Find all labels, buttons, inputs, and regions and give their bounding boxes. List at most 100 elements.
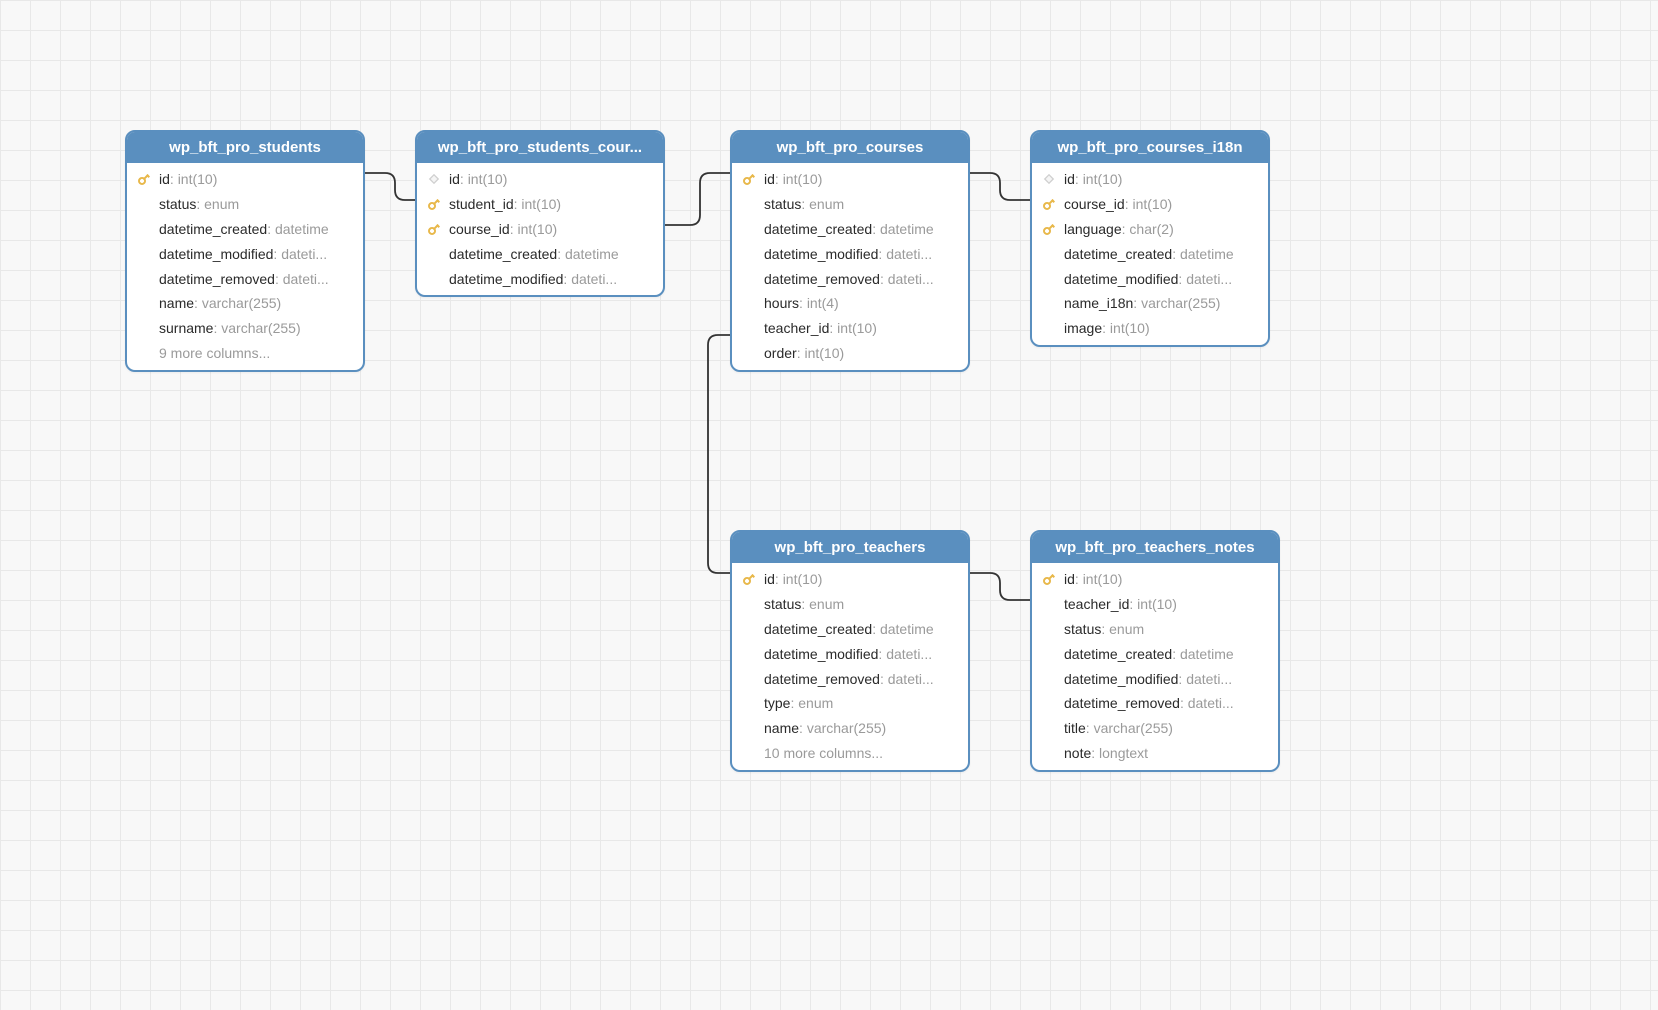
- connector-students_courses-courses: [665, 173, 730, 225]
- column-row: status: enum: [1032, 617, 1278, 642]
- separator: :: [880, 671, 888, 687]
- blank-icon: [1040, 620, 1058, 638]
- blank-icon: [135, 220, 153, 238]
- blank-icon: [740, 695, 758, 713]
- column-text: datetime_removed: dateti...: [159, 270, 329, 289]
- column-row: name_i18n: varchar(255): [1032, 291, 1268, 316]
- column-text: teacher_id: int(10): [764, 319, 877, 338]
- column-type: datetime: [565, 246, 619, 262]
- table-courses[interactable]: wp_bft_pro_coursesid: int(10)status: enu…: [730, 130, 970, 372]
- column-row: type: enum: [732, 691, 968, 716]
- column-row: student_id: int(10): [417, 192, 663, 217]
- column-name: id: [159, 171, 170, 187]
- column-text: language: char(2): [1064, 220, 1174, 239]
- column-text: surname: varchar(255): [159, 319, 301, 338]
- blank-icon: [740, 195, 758, 213]
- table-students[interactable]: wp_bft_pro_studentsid: int(10)status: en…: [125, 130, 365, 372]
- column-name: datetime_removed: [159, 271, 275, 287]
- more-columns-label: 9 more columns...: [159, 344, 270, 363]
- column-name: id: [764, 171, 775, 187]
- column-type: int(10): [1137, 596, 1177, 612]
- column-text: datetime_created: datetime: [1064, 645, 1234, 664]
- column-row: datetime_created: datetime: [732, 217, 968, 242]
- column-text: name_i18n: varchar(255): [1064, 294, 1220, 313]
- column-row: datetime_removed: dateti...: [732, 667, 968, 692]
- column-text: datetime_modified: dateti...: [449, 270, 617, 289]
- column-name: teacher_id: [1064, 596, 1129, 612]
- column-list: id: int(10)course_id: int(10)language: c…: [1032, 163, 1268, 345]
- separator: :: [1172, 646, 1180, 662]
- column-name: course_id: [449, 221, 510, 237]
- column-name: datetime_removed: [764, 271, 880, 287]
- column-text: id: int(10): [764, 570, 822, 589]
- column-row: hours: int(4): [732, 291, 968, 316]
- blank-icon: [1040, 595, 1058, 613]
- pk-icon: [425, 220, 443, 238]
- column-text: datetime_created: datetime: [449, 245, 619, 264]
- separator: :: [196, 196, 204, 212]
- column-name: datetime_created: [764, 221, 872, 237]
- blank-icon: [1040, 720, 1058, 738]
- column-type: longtext: [1099, 745, 1148, 761]
- column-row: course_id: int(10): [1032, 192, 1268, 217]
- column-type: int(10): [1132, 196, 1172, 212]
- column-type: dateti...: [571, 271, 617, 287]
- separator: :: [829, 320, 837, 336]
- separator: :: [1172, 246, 1180, 262]
- table-courses_i18n[interactable]: wp_bft_pro_courses_i18nid: int(10)course…: [1030, 130, 1270, 347]
- table-teachers[interactable]: wp_bft_pro_teachersid: int(10)status: en…: [730, 530, 970, 772]
- column-text: datetime_modified: dateti...: [159, 245, 327, 264]
- separator: :: [1180, 695, 1188, 711]
- column-name: status: [159, 196, 196, 212]
- separator: :: [801, 596, 809, 612]
- column-row: course_id: int(10): [417, 217, 663, 242]
- separator: :: [799, 295, 807, 311]
- column-type: varchar(255): [807, 720, 886, 736]
- column-type: int(4): [807, 295, 839, 311]
- column-text: id: int(10): [1064, 570, 1122, 589]
- separator: :: [799, 720, 807, 736]
- column-row: id: int(10): [732, 567, 968, 592]
- table-teachers_notes[interactable]: wp_bft_pro_teachers_notesid: int(10)teac…: [1030, 530, 1280, 772]
- blank-icon: [1040, 320, 1058, 338]
- separator: :: [801, 196, 809, 212]
- column-type: dateti...: [1188, 695, 1234, 711]
- column-row: image: int(10): [1032, 316, 1268, 341]
- column-name: datetime_created: [449, 246, 557, 262]
- blank-icon: [740, 745, 758, 763]
- column-type: datetime: [1180, 246, 1234, 262]
- column-name: course_id: [1064, 196, 1125, 212]
- blank-icon: [740, 295, 758, 313]
- column-text: datetime_created: datetime: [1064, 245, 1234, 264]
- blank-icon: [135, 270, 153, 288]
- column-type: dateti...: [886, 646, 932, 662]
- table-students_courses[interactable]: wp_bft_pro_students_cour...id: int(10)st…: [415, 130, 665, 297]
- column-name: id: [449, 171, 460, 187]
- blank-icon: [1040, 745, 1058, 763]
- column-name: type: [764, 695, 790, 711]
- column-text: datetime_modified: dateti...: [764, 645, 932, 664]
- column-name: datetime_removed: [1064, 695, 1180, 711]
- column-list: id: int(10)status: enumdatetime_created:…: [732, 163, 968, 370]
- column-text: datetime_created: datetime: [764, 220, 934, 239]
- column-row: datetime_created: datetime: [1032, 642, 1278, 667]
- column-type: enum: [798, 695, 833, 711]
- column-name: hours: [764, 295, 799, 311]
- column-row: datetime_created: datetime: [1032, 242, 1268, 267]
- column-text: status: enum: [764, 195, 844, 214]
- blank-icon: [1040, 245, 1058, 263]
- diamond-icon: [425, 170, 443, 188]
- column-text: teacher_id: int(10): [1064, 595, 1177, 614]
- connector-teachers-teachers_notes: [970, 573, 1030, 600]
- column-text: image: int(10): [1064, 319, 1150, 338]
- column-type: enum: [809, 196, 844, 212]
- separator: :: [1091, 745, 1099, 761]
- column-row: datetime_modified: dateti...: [1032, 667, 1278, 692]
- pk-icon: [1040, 570, 1058, 588]
- column-text: course_id: int(10): [1064, 195, 1172, 214]
- column-row: surname: varchar(255): [127, 316, 363, 341]
- column-row: datetime_modified: dateti...: [732, 242, 968, 267]
- column-name: note: [1064, 745, 1091, 761]
- separator: :: [1086, 720, 1094, 736]
- column-name: language: [1064, 221, 1122, 237]
